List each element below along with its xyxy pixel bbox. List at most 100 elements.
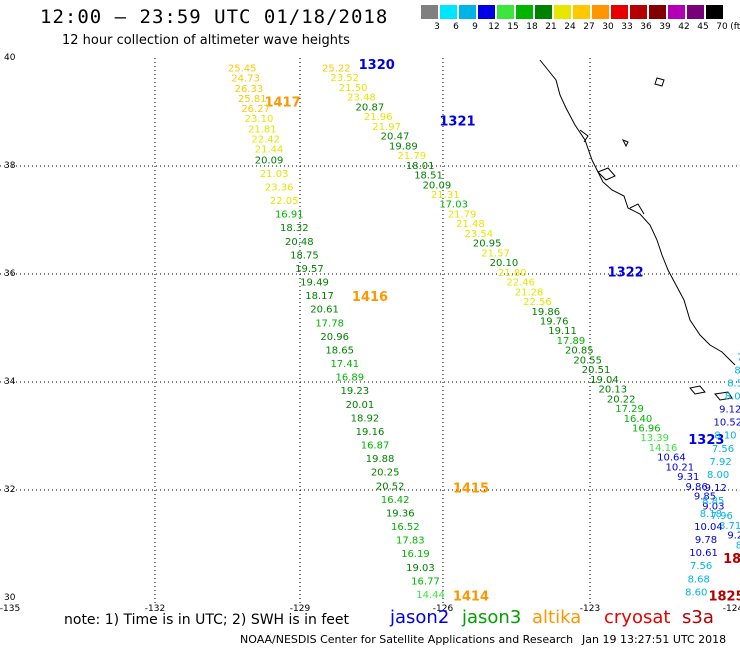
island-2 xyxy=(714,391,733,401)
lon-tick-label: -132 xyxy=(145,604,165,614)
colorbar-swatch xyxy=(573,5,590,19)
wave-height-value: 10.21 xyxy=(666,462,695,473)
pass-id-label: 1322 xyxy=(608,266,644,281)
wave-height-value: 18.92 xyxy=(351,413,380,424)
wave-height-value: 8.0 xyxy=(725,392,740,403)
wave-height-value: 10.64 xyxy=(657,453,686,464)
wave-height-value: 16.40 xyxy=(624,414,653,425)
colorbar-swatch xyxy=(478,5,495,19)
wave-height-value: 24.73 xyxy=(231,74,260,85)
pass-id-label: 1414 xyxy=(453,590,489,605)
wave-height-value: 20.48 xyxy=(285,237,314,248)
wave-height-value: 19.89 xyxy=(389,141,418,152)
lat-tick-label: 34 xyxy=(4,377,16,387)
wave-height-value: 16.77 xyxy=(411,576,440,587)
wave-height-value: 26.27 xyxy=(241,104,270,115)
jason3-track-1416: 20.09 21.03 23.36 22.05 16.91 18.32 20.48 18.75… xyxy=(255,155,445,601)
northern-lake-2 xyxy=(621,139,629,148)
wave-height-value: 20.01 xyxy=(346,400,375,411)
colorbar-label: 42 xyxy=(678,22,690,32)
wave-height-value: 19.04 xyxy=(590,375,619,386)
colorbar-label: 70 xyxy=(716,22,728,32)
wave-height-value: 19.57 xyxy=(295,264,324,275)
wave-height-value: 9.78 xyxy=(695,535,717,546)
wave-height-value: 20.22 xyxy=(607,394,636,405)
wave-height-value: 19.76 xyxy=(540,316,569,327)
wave-height-value: 22.42 xyxy=(251,134,280,145)
colorbar-swatch xyxy=(630,5,647,19)
colorbar-label: 45 xyxy=(697,22,709,32)
wave-height-value: 17.89 xyxy=(557,336,586,347)
colorbar-label: 36 xyxy=(640,22,652,32)
wave-height-value: 9.31 xyxy=(677,472,699,483)
wave-height-value: 16.96 xyxy=(632,424,661,435)
colorbar-label: 3 xyxy=(434,22,440,32)
colorbar-swatch xyxy=(611,5,628,19)
wave-height-value: 20.95 xyxy=(473,239,502,250)
colorbar-label: 15 xyxy=(507,22,519,32)
wave-height-value: 19.88 xyxy=(366,454,395,465)
wave-height-value: 17.03 xyxy=(439,200,468,211)
wave-height-value: 21.48 xyxy=(456,219,485,230)
wave-height-value: 25.81 xyxy=(238,94,267,105)
california-coastline xyxy=(539,59,736,366)
lat-lon-grid xyxy=(0,58,740,605)
colorbar-swatch xyxy=(535,5,552,19)
wave-height-value: 8.00 xyxy=(707,470,729,481)
map-subtitle: 12 hour collection of altimeter wave hei… xyxy=(62,33,350,48)
wave-height-value: 9.85 xyxy=(694,492,716,503)
pass-id-label: 1320 xyxy=(359,58,395,73)
altimeter-tracks: 25.4524.7326.3325.8126.2723.1021.8122.42… xyxy=(228,64,740,602)
lon-tick-label: -124 xyxy=(723,604,740,614)
wave-height-value: 7.56 xyxy=(712,444,734,455)
pass-id-label: 1417 xyxy=(264,96,300,111)
satellite-legend-jason3: jason3 xyxy=(462,607,522,628)
wave-height-value: 16.87 xyxy=(361,441,390,452)
cryosat-track-1825: 7 8 8.5 8.0 9.12 10.52 8.10 7.56 7.92 8.00 9.12 8.8… xyxy=(685,352,740,598)
pass-id-label: 1323 xyxy=(688,433,724,448)
colorbar-label: 24 xyxy=(564,22,576,32)
wave-height-value: 21.57 xyxy=(481,248,510,259)
colorbar-label: 9 xyxy=(472,22,478,32)
monterey-bay xyxy=(629,203,645,215)
northern-lake-1 xyxy=(654,77,665,87)
lat-tick-label: 40 xyxy=(4,53,16,63)
wave-height-value: 22.56 xyxy=(523,297,552,308)
lat-tick-label: 36 xyxy=(4,269,16,279)
colorbar-swatch xyxy=(554,5,571,19)
wave-height-value: 16.19 xyxy=(401,549,430,560)
satellite-legend-s3a: s3a xyxy=(682,607,714,628)
wave-height-value: 21.31 xyxy=(431,190,460,201)
colorbar-label: 30 xyxy=(602,22,614,32)
wave-height-value: 16.89 xyxy=(335,373,364,384)
wave-height-value: 10.61 xyxy=(689,548,718,559)
wave-height-value: 21.96 xyxy=(364,112,393,123)
wave-height-value: 20.87 xyxy=(356,102,385,113)
coastline xyxy=(539,59,736,401)
wave-height-value: 16.91 xyxy=(275,210,304,221)
island-1 xyxy=(689,385,706,395)
wave-height-value: 16.42 xyxy=(381,495,410,506)
wave-height-value: 18.75 xyxy=(290,250,319,261)
wave-height-value: 14.16 xyxy=(649,443,678,454)
jason2-track-1321: 25.2223.5221.5023.4820.8721.9621.9720.47… xyxy=(322,64,740,552)
wave-height-value: 19.11 xyxy=(548,326,577,337)
wave-height-value: 19.16 xyxy=(356,427,385,438)
wave-height-value: 17.78 xyxy=(315,318,344,329)
wave-height-value: 9.12 xyxy=(719,405,740,416)
wave-height-value: 8.10 xyxy=(714,431,736,442)
wave-height-value: 8.71 xyxy=(719,521,740,532)
colorbar-label: 21 xyxy=(545,22,557,32)
wave-height-value: 19.49 xyxy=(300,278,329,289)
wave-height-value: 7.92 xyxy=(709,457,731,468)
wave-height-value: 14.44 xyxy=(416,590,445,601)
wave-height-value: 19.86 xyxy=(531,307,560,318)
wave-height-value: 7.56 xyxy=(690,561,712,572)
colorbar-label: 39 xyxy=(659,22,671,32)
wave-height-value: 8.60 xyxy=(685,587,707,598)
wave-height-value: 17.29 xyxy=(615,404,644,415)
wave-height-value: 8.40 xyxy=(736,540,740,551)
lat-tick-label: 30 xyxy=(4,593,16,603)
wave-height-value: 20.09 xyxy=(255,155,284,166)
